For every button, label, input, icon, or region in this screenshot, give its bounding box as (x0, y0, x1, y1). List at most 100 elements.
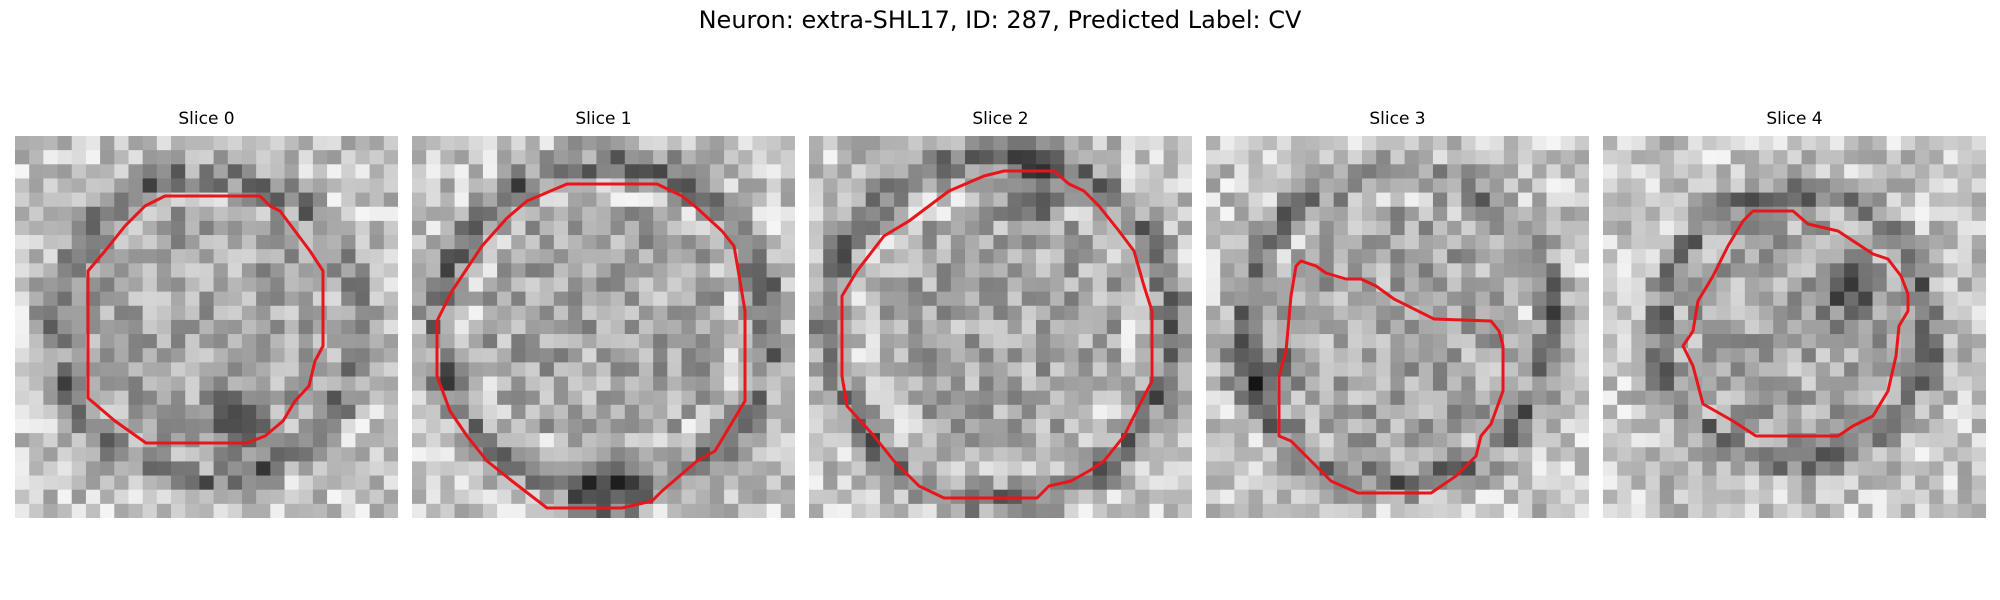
pixel-cell (1249, 306, 1264, 321)
pixel-cell (1702, 476, 1717, 491)
pixel-cell (1759, 249, 1774, 264)
pixel-cell (667, 391, 682, 406)
pixel-cell (1887, 447, 1902, 462)
pixel-cell (1858, 433, 1873, 448)
pixel-cell (1972, 292, 1986, 307)
pixel-cell (1263, 193, 1278, 208)
pixel-cell (540, 249, 555, 264)
pixel-cell (341, 362, 356, 377)
pixel-cell (880, 178, 895, 193)
pixel-cell (1887, 277, 1902, 292)
pixel-cell (199, 476, 214, 491)
pixel-cell (1972, 419, 1986, 434)
pixel-cell (1731, 334, 1746, 349)
pixel-cell (1433, 447, 1448, 462)
pixel-cell (823, 433, 838, 448)
pixel-cell (908, 221, 923, 236)
pixel-cell (15, 277, 30, 292)
pixel-cell (1362, 334, 1377, 349)
pixel-cell (1603, 193, 1618, 208)
pixel-cell (1745, 292, 1760, 307)
pixel-cell (1972, 334, 1986, 349)
pixel-cell (1532, 221, 1547, 236)
pixel-cell (1561, 292, 1576, 307)
pixel-cell (568, 334, 583, 349)
pixel-cell (1263, 235, 1278, 250)
pixel-cell (1688, 490, 1703, 505)
pixel-cell (1362, 207, 1377, 222)
pixel-cell (738, 433, 753, 448)
pixel-cell (540, 136, 555, 151)
pixel-cell (937, 263, 952, 278)
pixel-cell (1121, 136, 1136, 151)
pixel-cell (1305, 277, 1320, 292)
pixel-cell (370, 207, 385, 222)
pixel-cell (384, 164, 398, 179)
pixel-cell (1532, 235, 1547, 250)
pixel-cell (1036, 178, 1051, 193)
pixel-cell (1149, 249, 1164, 264)
pixel-cell (29, 377, 44, 392)
pixel-cell (313, 504, 328, 518)
pixel-cell (185, 461, 200, 476)
pixel-cell (922, 362, 937, 377)
pixel-cell (1802, 164, 1817, 179)
pixel-cell (582, 207, 597, 222)
pixel-cell (1575, 461, 1589, 476)
pixel-cell (1929, 334, 1944, 349)
pixel-cell (937, 150, 952, 165)
pixel-cell (1688, 263, 1703, 278)
pixel-cell (979, 306, 994, 321)
pixel-cell (1121, 263, 1136, 278)
pixel-cell (1830, 249, 1845, 264)
pixel-cell (809, 249, 824, 264)
pixel-cell (370, 348, 385, 363)
pixel-cell (1929, 277, 1944, 292)
pixel-cell (823, 504, 838, 518)
pixel-cell (1079, 419, 1094, 434)
pixel-cell (781, 348, 795, 363)
pixel-cell (185, 178, 200, 193)
pixel-cell (596, 362, 611, 377)
pixel-cell (540, 320, 555, 335)
pixel-cell (1461, 419, 1476, 434)
pixel-cell (511, 306, 526, 321)
pixel-cell (894, 348, 909, 363)
pixel-cell (979, 320, 994, 335)
pixel-cell (1008, 504, 1023, 518)
pixel-cell (1447, 405, 1462, 420)
pixel-cell (412, 433, 427, 448)
pixel-cell (1943, 490, 1958, 505)
pixel-cell (43, 178, 58, 193)
pixel-cell (440, 178, 455, 193)
pixel-cell (1972, 476, 1986, 491)
pixel-cell (1660, 306, 1675, 321)
pixel-cell (1135, 320, 1150, 335)
pixel-cell (228, 419, 243, 434)
pixel-cell (1390, 249, 1405, 264)
pixel-cell (128, 306, 143, 321)
pixel-cell (880, 150, 895, 165)
pixel-cell (908, 320, 923, 335)
pixel-cell (469, 306, 484, 321)
pixel-cell (922, 178, 937, 193)
pixel-cell (922, 405, 937, 420)
pixel-cell (1234, 405, 1249, 420)
pixel-cell (1263, 320, 1278, 335)
pixel-cell (1660, 292, 1675, 307)
pixel-cell (1731, 277, 1746, 292)
pixel-cell (1830, 476, 1845, 491)
pixel-cell (1263, 348, 1278, 363)
pixel-cell (370, 461, 385, 476)
pixel-cell (1773, 178, 1788, 193)
pixel-cell (1660, 433, 1675, 448)
pixel-cell (781, 461, 795, 476)
pixel-cell (455, 504, 470, 518)
pixel-cell (1858, 136, 1873, 151)
pixel-cell (1249, 419, 1264, 434)
pixel-cell (299, 447, 314, 462)
pixel-cell (1050, 461, 1065, 476)
pixel-cell (1319, 504, 1334, 518)
pixel-cell (58, 433, 73, 448)
pixel-cell (171, 178, 186, 193)
